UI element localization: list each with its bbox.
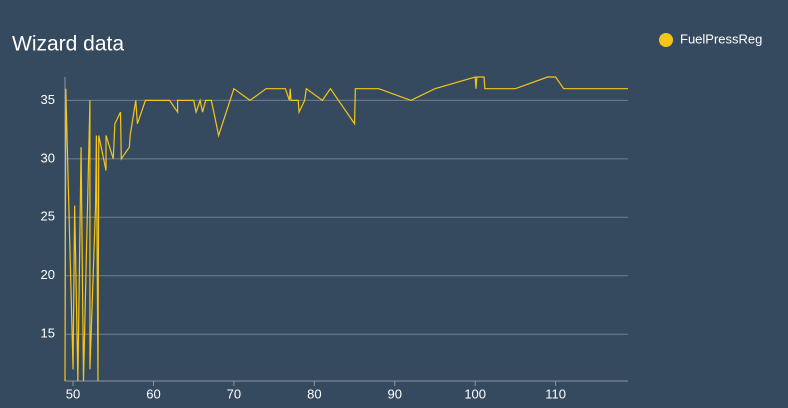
y-tick-label: 35 — [41, 92, 55, 107]
y-tick-label: 15 — [41, 326, 55, 341]
x-tick-label: 50 — [66, 386, 80, 401]
y-tick-label: 30 — [41, 150, 55, 165]
x-tick-label: 110 — [545, 386, 566, 401]
chart-title: Wizard data — [12, 33, 124, 56]
x-tick-label: 90 — [388, 386, 402, 401]
x-tick-label: 100 — [464, 386, 486, 401]
x-tick-label: 60 — [146, 386, 160, 401]
data-line — [64, 76, 628, 382]
x-tick-label: 80 — [307, 386, 321, 401]
y-tick-label: 20 — [41, 267, 55, 282]
y-tick-label: 25 — [41, 209, 55, 224]
x-tick-label: 70 — [227, 386, 241, 401]
legend-marker — [659, 33, 673, 47]
legend-label: FuelPressReg — [680, 31, 762, 46]
